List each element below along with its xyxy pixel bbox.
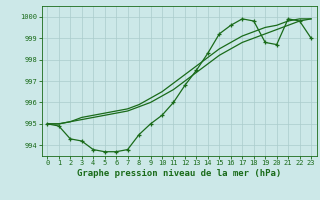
- X-axis label: Graphe pression niveau de la mer (hPa): Graphe pression niveau de la mer (hPa): [77, 169, 281, 178]
